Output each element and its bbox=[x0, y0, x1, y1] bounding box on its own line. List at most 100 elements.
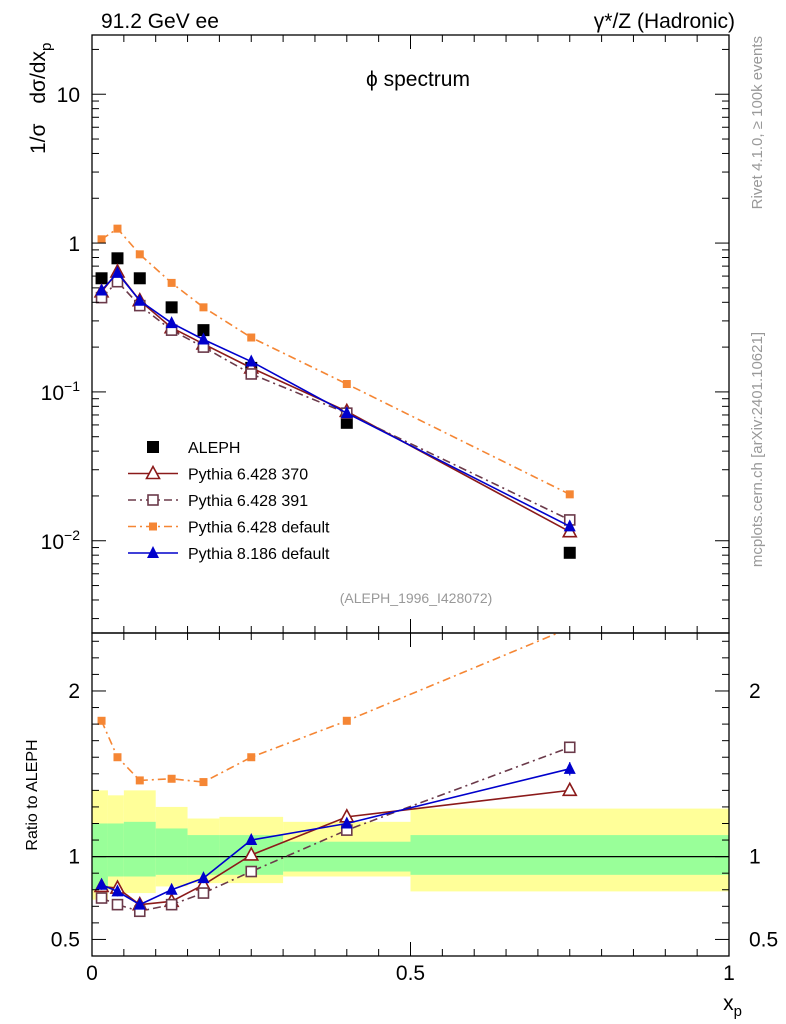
x-tick-label: 0.5 bbox=[396, 962, 425, 985]
rivet-label: Rivet 4.1.0, ≥ 100k events bbox=[749, 36, 766, 209]
ratio-point bbox=[165, 882, 178, 895]
data-point bbox=[563, 519, 576, 532]
legend-marker bbox=[147, 441, 159, 453]
data-point bbox=[340, 406, 353, 419]
legend: ALEPH Pythia 6.428 370 Pythia 6.428 391 Pyt… bbox=[128, 440, 330, 563]
y-tick-label: 1 bbox=[68, 233, 80, 256]
legend-label: Pythia 8.186 default bbox=[188, 546, 330, 563]
ratio-point bbox=[197, 887, 210, 899]
legend-item-pythia-6-428-391: Pythia 6.428 391 bbox=[128, 493, 308, 510]
ratio-point bbox=[135, 776, 144, 785]
main-series bbox=[93, 224, 578, 559]
data-point bbox=[95, 283, 108, 296]
series-line bbox=[100, 280, 571, 521]
series-pythia-6-428-default bbox=[97, 224, 574, 499]
ratio-point bbox=[245, 865, 258, 878]
legend-label: Pythia 6.428 370 bbox=[188, 467, 308, 484]
x-tick-label: 1 bbox=[723, 962, 735, 985]
ratio-point bbox=[342, 716, 351, 725]
data-point bbox=[113, 224, 122, 233]
energy-label: 91.2 GeV ee bbox=[101, 10, 219, 33]
process-label: γ*/Z (Hadronic) bbox=[594, 10, 735, 33]
svg-text:1/σ dσ/dxp: 1/σ dσ/dxp bbox=[27, 43, 55, 154]
ratio-point bbox=[133, 897, 146, 910]
legend-item-pythia-6-428-370: Pythia 6.428 370 bbox=[128, 464, 308, 484]
data-point bbox=[245, 368, 258, 380]
legend-item-pythia-8-186-default: Pythia 8.186 default bbox=[128, 546, 330, 563]
ratio-point bbox=[111, 884, 124, 897]
uncertainty-band-inner bbox=[187, 835, 220, 875]
data-point bbox=[95, 272, 108, 285]
series-line bbox=[101, 227, 571, 496]
legend-marker bbox=[149, 522, 157, 531]
ratio-y-tick-label-left: 0.5 bbox=[51, 928, 80, 951]
data-point bbox=[565, 490, 574, 499]
legend-label: Pythia 6.428 default bbox=[188, 520, 330, 537]
ratio-y-tick-label-right: 2 bbox=[749, 680, 761, 703]
ratio-point bbox=[111, 898, 124, 911]
ratio-y-tick-label-left: 2 bbox=[68, 680, 80, 703]
y-tick-label: 10 bbox=[57, 84, 80, 107]
source-label: mcplots.cern.ch [arXiv:2401.10621] bbox=[749, 332, 766, 567]
ratio-series bbox=[93, 633, 578, 918]
data-point bbox=[165, 316, 178, 329]
uncertainty-band-inner bbox=[107, 823, 124, 877]
uncertainty-band-inner bbox=[155, 828, 188, 875]
ratio-y-tick-label-right: 1 bbox=[749, 846, 761, 869]
ratio-point bbox=[165, 898, 178, 911]
ratio-point bbox=[167, 774, 176, 783]
main-axes: 10 1 10−1 10−2 bbox=[41, 34, 730, 634]
legend-marker bbox=[145, 464, 161, 480]
y-axis-label: 1/σ dσ/dxp bbox=[27, 43, 55, 154]
ratio-series-pythia-6-428-default bbox=[97, 633, 560, 787]
legend-item-aleph: ALEPH bbox=[147, 440, 240, 457]
ratio-series-pythia-8-186-default bbox=[95, 761, 576, 910]
ratio-series-pythia-6-428-391 bbox=[95, 741, 576, 918]
data-point bbox=[197, 332, 210, 345]
data-point bbox=[199, 303, 208, 312]
ratio-y-axis-label: Ratio to ALEPH bbox=[24, 739, 41, 850]
chart-title: ϕ spectrum bbox=[366, 68, 470, 91]
main-frame bbox=[91, 34, 730, 634]
data-point bbox=[97, 235, 106, 244]
y-axis-label-prefix: 1/σ bbox=[27, 123, 50, 154]
ratio-point bbox=[95, 877, 108, 890]
data-point bbox=[133, 293, 146, 306]
data-point bbox=[342, 380, 351, 389]
ratio-y-tick-label-left: 1 bbox=[68, 846, 80, 869]
ratio-point bbox=[563, 741, 576, 754]
ratio-axes: 2 2 1 1 0.5 0.5 0 0.5 1 bbox=[51, 632, 778, 985]
series-pythia-6-428-391 bbox=[95, 275, 576, 526]
ratio-point bbox=[243, 846, 260, 861]
ratio-point bbox=[95, 892, 108, 904]
ratio-y-tick-label-right: 0.5 bbox=[749, 928, 778, 951]
ratio-bands bbox=[92, 790, 729, 900]
x-tick-label: 0 bbox=[86, 962, 98, 985]
uncertainty-band-inner bbox=[410, 835, 729, 875]
data-point bbox=[111, 252, 124, 265]
ratio-point bbox=[561, 781, 578, 797]
legend-item-pythia-6-428-default: Pythia 6.428 default bbox=[128, 520, 330, 537]
y-tick-label: 10−2 bbox=[41, 527, 81, 554]
ratio-point bbox=[197, 871, 210, 884]
ratio-frame bbox=[91, 632, 730, 957]
ratio-point bbox=[340, 816, 353, 829]
y-axis-label-main: dσ/dx bbox=[27, 51, 50, 104]
ratio-point bbox=[113, 753, 122, 762]
x-axis-label: xp bbox=[723, 992, 742, 1020]
legend-label: Pythia 6.428 391 bbox=[188, 493, 308, 510]
ratio-point bbox=[245, 833, 258, 846]
y-axis-label-sub: p bbox=[38, 43, 55, 51]
ratio-point bbox=[199, 778, 208, 787]
data-point bbox=[165, 301, 178, 314]
legend-label: ALEPH bbox=[188, 440, 240, 457]
legend-marker bbox=[147, 546, 159, 558]
series-pythia-8-186-default bbox=[95, 265, 576, 532]
data-point bbox=[111, 265, 124, 278]
legend-marker bbox=[147, 494, 159, 506]
uncertainty-band-inner bbox=[123, 821, 156, 877]
ratio-point bbox=[563, 761, 576, 774]
data-point bbox=[340, 416, 353, 429]
y-tick-label: 10−1 bbox=[41, 378, 81, 405]
